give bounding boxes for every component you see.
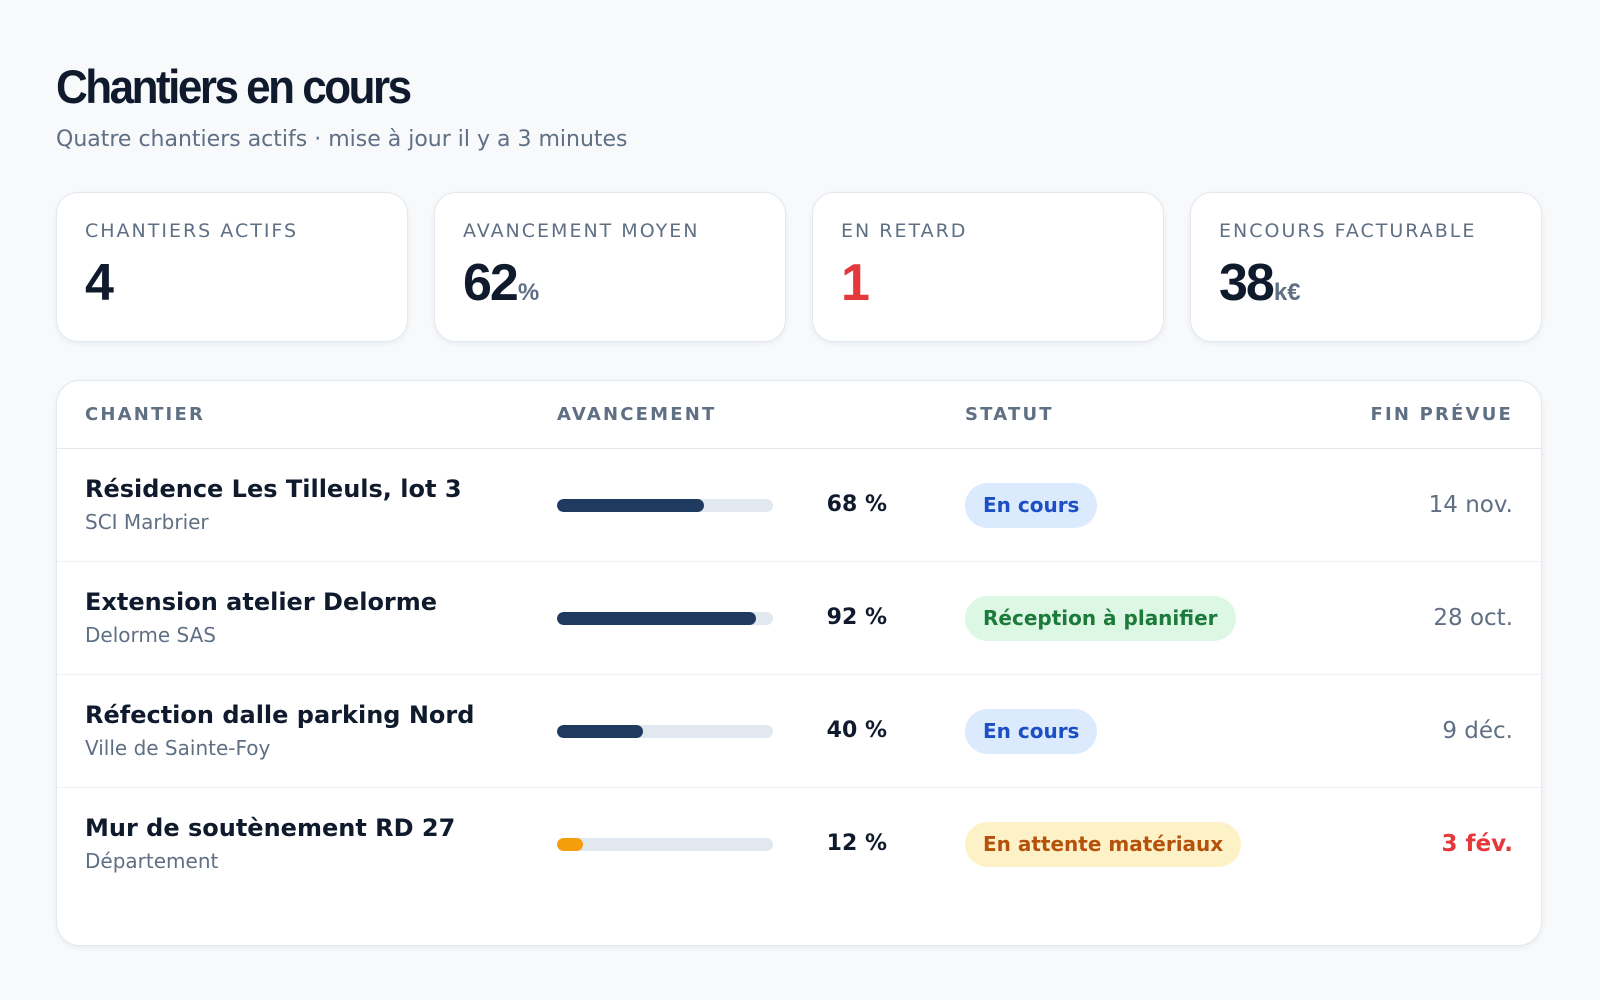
stat-card-billable: ENCOURS FACTURABLE 38 k€	[1190, 192, 1542, 342]
stat-card-average-progress: AVANCEMENT MOYEN 62 %	[434, 192, 786, 342]
progress-bar	[557, 838, 773, 851]
sites-table: CHANTIER AVANCEMENT STATUT FIN PRÉVUE Ré…	[56, 380, 1542, 946]
progress-value: 68 %	[826, 492, 887, 517]
site-name: Résidence Les Tilleuls, lot 3	[85, 475, 462, 503]
progress-value: 12 %	[826, 831, 887, 856]
page-title: Chantiers en cours	[56, 61, 412, 114]
stat-unit: k€	[1273, 279, 1301, 306]
site-name: Mur de soutènement RD 27	[85, 814, 456, 842]
progress-bar-fill	[557, 838, 583, 851]
progress-bar	[557, 499, 773, 512]
site-name: Extension atelier Delorme	[85, 588, 438, 616]
progress-bar	[557, 612, 773, 625]
site-client: Département	[85, 849, 219, 873]
site-client: SCI Marbrier	[85, 510, 209, 534]
due-date: 28 oct.	[1433, 605, 1513, 631]
stat-card-active-sites: CHANTIERS ACTIFS 4	[56, 192, 408, 342]
due-date: 3 fév.	[1441, 831, 1513, 857]
table-row[interactable]: Réfection dalle parking Nord Ville de Sa…	[57, 675, 1541, 788]
stat-card-late: EN RETARD 1	[812, 192, 1164, 342]
table-header: CHANTIER AVANCEMENT STATUT FIN PRÉVUE	[57, 381, 1541, 449]
stat-label: ENCOURS FACTURABLE	[1219, 220, 1477, 242]
progress-bar-fill	[557, 612, 756, 625]
progress-value: 40 %	[826, 718, 887, 743]
status-badge: En attente matériaux	[965, 822, 1242, 867]
table-row[interactable]: Extension atelier Delorme Delorme SAS 92…	[57, 562, 1541, 675]
progress-bar-fill	[557, 499, 704, 512]
column-header-statut[interactable]: STATUT	[965, 404, 1054, 425]
due-date: 14 nov.	[1428, 492, 1513, 518]
table-row[interactable]: Mur de soutènement RD 27 Département 12 …	[57, 788, 1541, 901]
stat-value: 62	[463, 254, 519, 312]
column-header-chantier[interactable]: CHANTIER	[85, 404, 206, 425]
progress-bar-fill	[557, 725, 644, 738]
stat-value: 38	[1219, 254, 1275, 312]
stat-label: CHANTIERS ACTIFS	[85, 220, 299, 242]
site-name: Réfection dalle parking Nord	[85, 701, 475, 729]
site-client: Ville de Sainte-Foy	[85, 736, 271, 760]
page-subtitle: Quatre chantiers actifs · mise à jour il…	[56, 127, 628, 152]
site-client: Delorme SAS	[85, 623, 216, 647]
stat-value: 4	[85, 254, 114, 312]
progress-bar	[557, 725, 773, 738]
table-row[interactable]: Résidence Les Tilleuls, lot 3 SCI Marbri…	[57, 449, 1541, 562]
stats-row: CHANTIERS ACTIFS 4 AVANCEMENT MOYEN 62 %…	[56, 192, 1544, 342]
stat-value: 1	[841, 254, 870, 312]
column-header-fin-prevue[interactable]: FIN PRÉVUE	[1370, 404, 1513, 425]
status-badge: En cours	[965, 709, 1098, 754]
status-badge: Réception à planifier	[965, 596, 1236, 641]
status-badge: En cours	[965, 483, 1098, 528]
column-header-avancement[interactable]: AVANCEMENT	[557, 404, 717, 425]
stat-unit: %	[517, 279, 540, 306]
stat-label: EN RETARD	[841, 220, 968, 242]
due-date: 9 déc.	[1442, 718, 1513, 744]
progress-value: 92 %	[826, 605, 887, 630]
stat-label: AVANCEMENT MOYEN	[463, 220, 700, 242]
